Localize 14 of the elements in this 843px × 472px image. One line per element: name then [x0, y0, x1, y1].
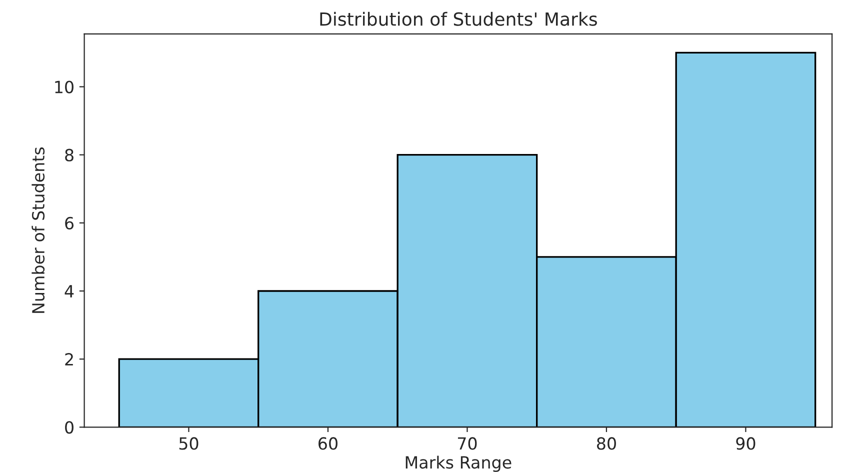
x-tick-label: 80 [596, 437, 616, 450]
x-tick-label: 50 [179, 437, 198, 450]
x-tick-label: 90 [736, 437, 756, 450]
y-axis-title: Number of Students [32, 147, 45, 313]
chart-title: Distribution of Students' Marks [320, 12, 597, 26]
x-tick-label: 70 [458, 437, 477, 450]
y-tick-label: 0 [65, 421, 74, 434]
y-tick-label: 8 [65, 148, 74, 162]
y-tick-label: 2 [65, 353, 73, 366]
y-tick-label: 10 [55, 80, 74, 94]
x-tick-label: 60 [318, 437, 338, 450]
y-tick-label: 6 [65, 216, 74, 230]
x-axis-title: Marks Range [406, 456, 512, 472]
y-tick-label: 4 [64, 285, 74, 298]
